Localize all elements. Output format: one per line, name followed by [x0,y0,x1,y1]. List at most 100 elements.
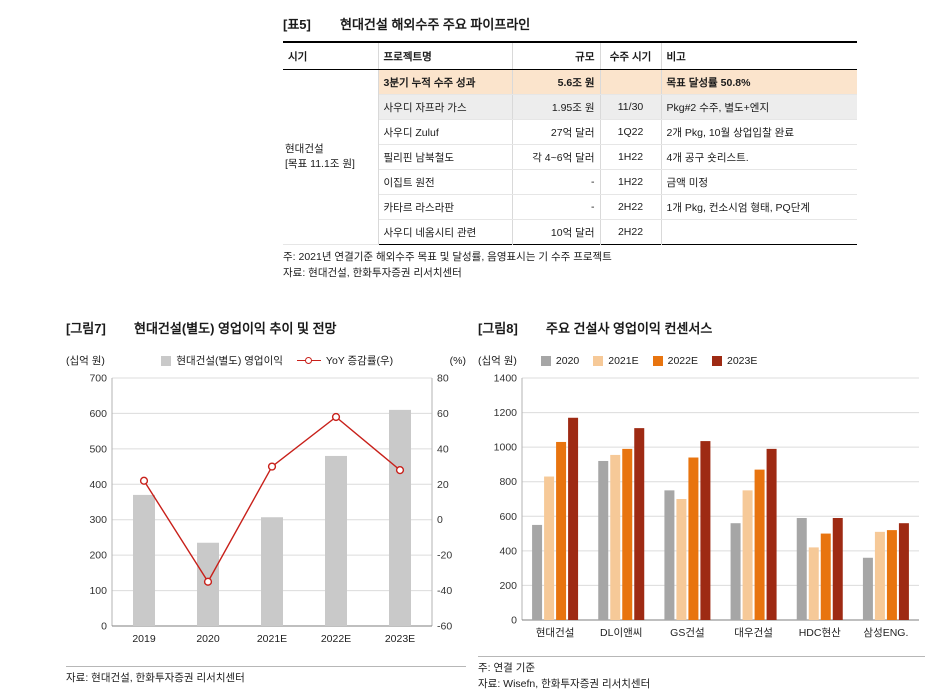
fig7-title-row: [그림7] 현대건설(별도) 영업이익 추이 및 전망 [66,318,466,337]
cell-note: 2개 Pkg, 10월 상업입찰 완료 [660,119,857,145]
svg-text:삼성ENG.: 삼성ENG. [863,627,908,639]
svg-text:200: 200 [89,550,107,562]
legend-label: 현대건설(별도) 영업이익 [176,355,283,367]
svg-text:1000: 1000 [494,442,518,454]
table-row: 필리핀 남북철도 각 4~6억 달러 1H22 4개 공구 숏리스트. [283,144,857,170]
fig8-chart: 0 200 400 600 800 1000 1200 1400 현대건설 DL이앤씨 GS건설 대우… [494,373,919,639]
svg-text:100: 100 [89,585,107,597]
legend-item-2022e: 2022E [652,354,698,367]
cell-timing: 2H22 [599,219,661,245]
header-size: 규모 [511,42,600,70]
cell-note: 금액 미정 [660,169,857,195]
table5-footnote: 주: 2021년 연결기준 해외수주 목표 및 달성률, 음영표시는 기 수주 … [283,251,612,263]
svg-text:대우건설: 대우건설 [734,627,773,639]
fig8-tag: [그림8] [478,321,518,336]
svg-text:60: 60 [437,408,449,420]
svg-text:300: 300 [89,514,107,526]
header-note: 비고 [660,42,857,70]
table5-source: 자료: 현대건설, 한화투자증권 리서치센터 [283,267,462,280]
header-timing: 수주 시기 [599,42,661,70]
svg-text:2021E: 2021E [257,633,287,645]
fig8-note: 주: 연결 기준 [478,656,925,676]
table-row: 카타르 라스라판 - 2H22 1개 Pkg, 컨소시엄 형태, PQ단계 [283,194,857,220]
cell-timing: 1H22 [599,169,661,195]
cell-project: 이집트 원전 [377,169,512,195]
series-swatch-icon [712,355,722,366]
table5-tag: [표5] [283,17,311,32]
cell-timing: 2H22 [599,194,661,220]
svg-text:700: 700 [89,373,107,385]
header-project: 프로젝트명 [377,42,512,70]
legend-label: YoY 증감률(우) [325,355,394,367]
svg-text:600: 600 [499,511,517,523]
bar-swatch-icon [161,355,172,366]
cell-size: - [511,169,600,195]
svg-text:80: 80 [437,373,449,385]
cell-note [660,219,857,245]
svg-text:800: 800 [499,476,517,488]
cell-note: Pkg#2 수주, 별도+엔지 [660,94,857,120]
svg-text:-20: -20 [437,550,452,562]
svg-text:-40: -40 [437,585,452,597]
svg-text:0: 0 [437,514,443,526]
legend-item-2021e: 2021E [593,354,639,367]
table5-title-row: [표5] 현대건설 해외수주 주요 파이프라인 [283,14,857,33]
fig8-legend: (십억 원) 2020 2021E 2022E 2023E [478,353,925,368]
period-line2: [목표 11.1조 원] [285,158,355,170]
table-row: 사우디 Zuluf 27억 달러 1Q22 2개 Pkg, 10월 상업입찰 완… [283,119,857,145]
cell-size: 10억 달러 [511,219,600,245]
cell-note: 1개 Pkg, 컨소시엄 형태, PQ단계 [660,194,857,220]
svg-text:DL이앤씨: DL이앤씨 [600,627,642,639]
series-swatch-icon [652,355,663,366]
cell-note: 4개 공구 숏리스트. [660,144,857,170]
svg-text:600: 600 [89,408,107,420]
table-row: 현대건설 [목표 11.1조 원] 3분기 누적 수주 성과 5.6조 원 목표… [283,69,857,245]
header-period: 시기 [283,42,378,70]
fig7-right-axis-unit: (%) [449,354,466,367]
legend-item-line: YoY 증감률(우) [296,353,394,368]
fig7-legend: (십억 원) 현대건설(별도) 영업이익 YoY 증감률(우) (%) [66,353,466,368]
cell-project: 카타르 라스라판 [377,194,512,220]
cell-size: - [511,194,600,220]
fig8-title-row: [그림8] 주요 건설사 영업이익 컨센서스 [478,318,925,337]
svg-text:0: 0 [511,615,517,627]
svg-text:HDC현산: HDC현산 [799,627,841,639]
cell-timing: 1Q22 [599,119,661,145]
cell-project: 필리핀 남북철도 [377,144,512,170]
svg-text:2019: 2019 [132,633,156,645]
period-line1: 현대건설 [285,143,324,156]
fig7-left-axis-unit: (십억 원) [66,355,105,367]
cell-note: 목표 달성률 50.8% [660,69,857,95]
fig7-legend-items: 현대건설(별도) 영업이익 YoY 증감률(우) [161,353,393,368]
table-row: 이집트 원전 - 1H22 금액 미정 [283,169,857,195]
svg-text:1400: 1400 [494,373,518,385]
cell-timing: 11/30 [599,94,661,120]
cell-project: 사우디 자프라 가스 [377,94,512,120]
fig8-title: 주요 건설사 영업이익 컨센서스 [546,321,713,336]
fig7-title: 현대건설(별도) 영업이익 추이 및 전망 [134,321,337,336]
svg-text:-60: -60 [437,621,452,633]
table-header-row: 시기 프로젝트명 규모 수주 시기 비고 [283,42,857,70]
table-row: 사우디 자프라 가스 1.95조 원 11/30 Pkg#2 수주, 별도+엔지 [283,94,857,120]
legend-label: 2021E [608,354,639,367]
fig7-chart: 0 100 200 300 400 500 600 700 -60 -40 -20 0 20 40 60 80… [89,373,452,646]
svg-text:500: 500 [89,443,107,455]
legend-label: 2022E [667,354,698,367]
cell-size: 각 4~6억 달러 [511,144,600,170]
svg-text:0: 0 [101,621,107,633]
legend-item-2020: 2020 [540,354,580,367]
line-swatch-icon [296,356,321,365]
fig8-source: 자료: Wisefn, 한화투자증권 리서치센터 [478,677,651,689]
fig8-section: [그림8] 주요 건설사 영업이익 컨센서스 (십억 원) 2020 2021E… [478,318,925,689]
cell-project: 사우디 Zuluf [377,119,512,145]
legend-item-bar: 현대건설(별도) 영업이익 [161,353,283,368]
svg-text:20: 20 [437,479,449,491]
svg-text:200: 200 [499,580,517,592]
svg-text:400: 400 [499,545,517,557]
table5-section: [표5] 현대건설 해외수주 주요 파이프라인 시기 프로젝트명 규모 수주 시… [283,14,857,280]
legend-label: 2020 [555,354,580,367]
svg-text:400: 400 [89,479,107,491]
table-row: 사우디 네옴시티 관련 10억 달러 2H22 [283,219,857,245]
table5-title: 현대건설 해외수주 주요 파이프라인 [340,17,531,32]
